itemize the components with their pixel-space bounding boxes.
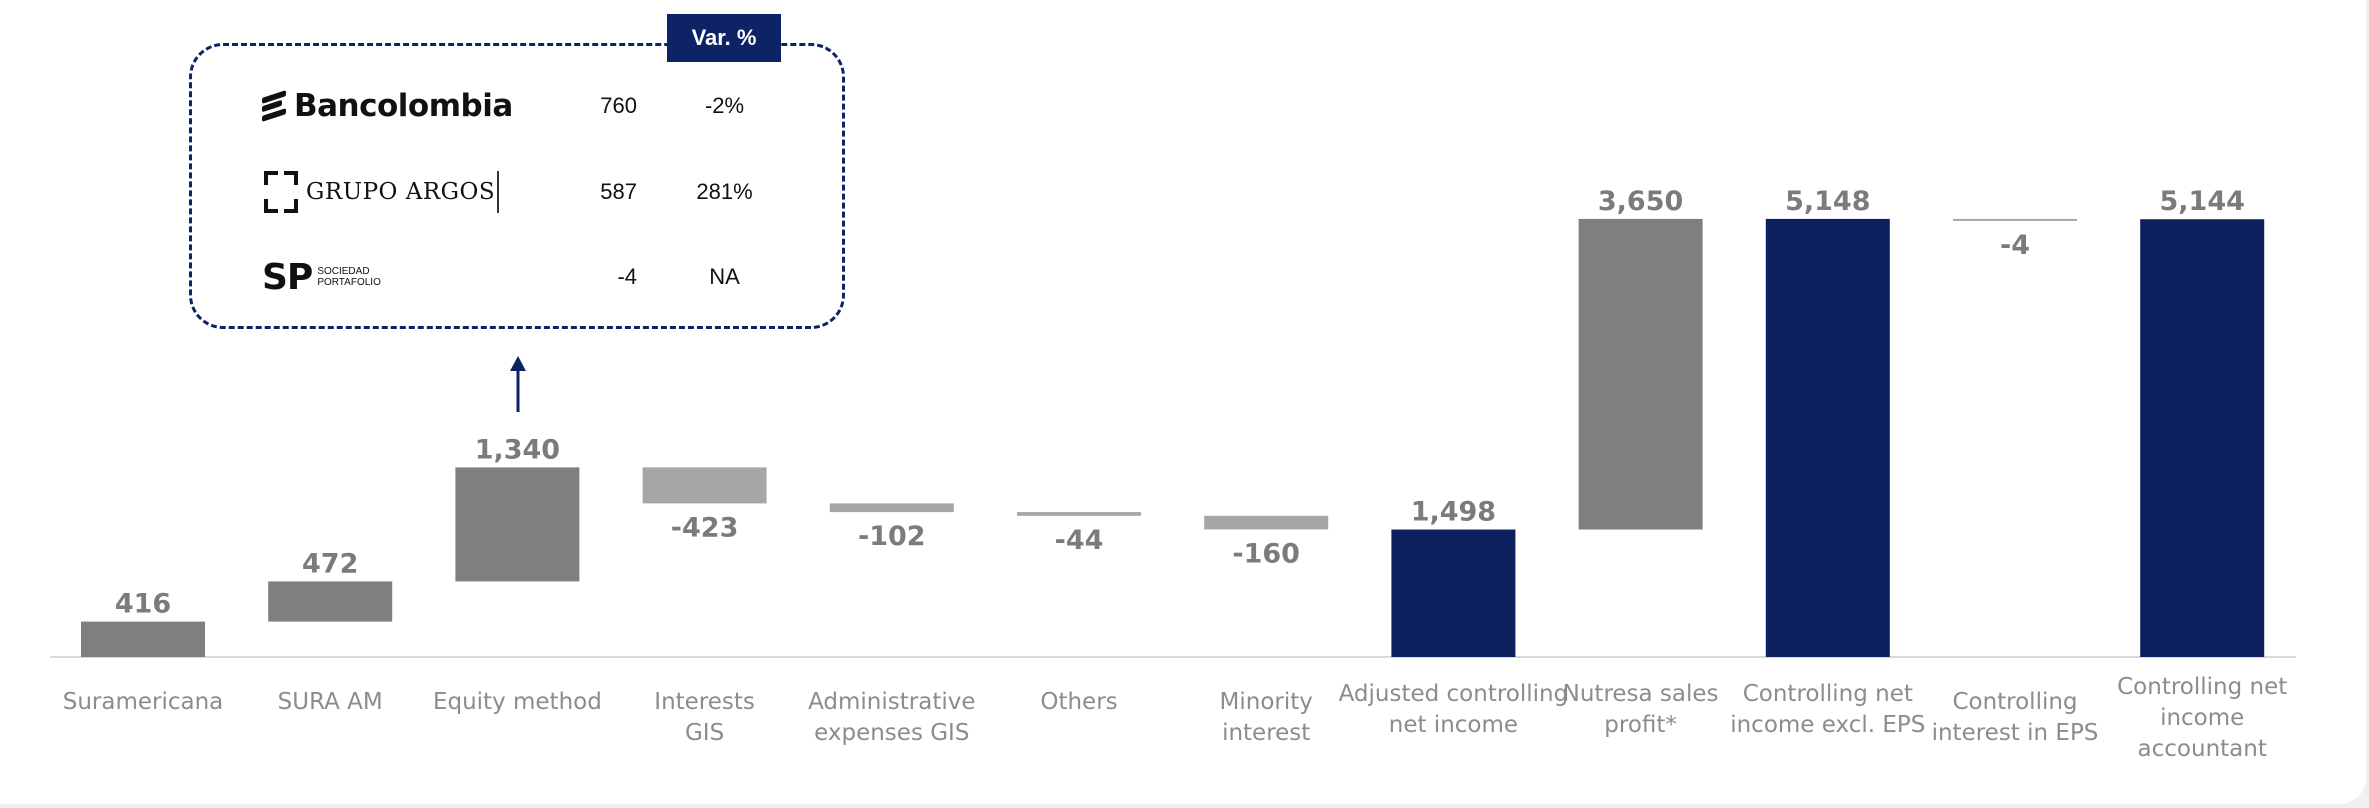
callout-arrow: [510, 356, 526, 412]
bar-1: [81, 621, 205, 657]
var-percent-header: Var. %: [667, 14, 781, 62]
callout-row-bancolombia: Bancolombia 760 -2%: [262, 81, 782, 131]
bancolombia-mark-icon: [262, 90, 288, 122]
grupo-argos-mark-icon: [264, 171, 298, 213]
category-label-12: Controlling net income accountant: [2117, 674, 2287, 762]
grupo-argos-var: 281%: [696, 179, 753, 204]
value-label-7: -160: [1232, 538, 1300, 569]
bancolombia-logo: Bancolombia: [262, 81, 513, 131]
value-label-10: 5,148: [1785, 186, 1870, 217]
category-label-2: SURA AM: [278, 689, 383, 715]
category-labels-group: Suramericana SURA AM Equity method Interest…: [63, 674, 2288, 762]
sp-subtitle: SOCIEDAD PORTAFOLIO: [317, 266, 381, 288]
sociedad-portafolio-var: NA: [709, 264, 740, 289]
value-label-9: 3,650: [1598, 186, 1683, 217]
bar-3: [455, 467, 580, 582]
grupo-argos-logo: GRUPO ARGOS: [262, 167, 500, 217]
bars-group: [81, 218, 2265, 657]
category-label-7: Minority interest: [1220, 689, 1313, 746]
value-label-8: 1,498: [1411, 497, 1496, 528]
bar-10: [1765, 218, 1890, 657]
category-label-8: Adjusted controlling net income: [1339, 681, 1569, 738]
value-label-11: -4: [2000, 230, 2030, 261]
equity-method-breakdown-callout: [189, 43, 845, 329]
value-label-3: 1,340: [475, 434, 560, 465]
grupo-argos-name: GRUPO ARGOS: [306, 179, 496, 205]
callout-row-grupo-argos: GRUPO ARGOS 587 281%: [262, 167, 782, 217]
value-label-5: -102: [858, 521, 926, 552]
bar-2: [268, 581, 393, 622]
category-label-4: Interests GIS: [654, 689, 755, 746]
bar-8: [1391, 529, 1516, 657]
sociedad-portafolio-value: -4: [617, 264, 637, 289]
category-label-10: Controlling net income excl. EPS: [1730, 681, 1925, 738]
category-label-6: Others: [1040, 689, 1117, 715]
value-label-2: 472: [302, 548, 358, 579]
value-label-4: -423: [671, 512, 739, 543]
category-label-1: Suramericana: [63, 689, 224, 715]
bar-4: [642, 467, 767, 504]
bar-7: [1204, 515, 1329, 530]
value-labels-group: 416 472 1,340 -423 -102 -44 -160 1,498 3,650 5,14…: [115, 186, 2245, 620]
grupo-argos-divider: [497, 171, 500, 213]
bancolombia-var: -2%: [704, 93, 745, 118]
value-label-1: 416: [115, 589, 171, 620]
category-label-11: Controlling interest in EPS: [1932, 689, 2099, 746]
grupo-argos-value: 587: [600, 179, 637, 204]
sociedad-portafolio-logo: SP SOCIEDAD PORTAFOLIO: [262, 252, 381, 302]
category-label-5: Administrative expenses GIS: [808, 689, 975, 746]
bar-12: [2140, 219, 2265, 657]
category-label-9: Nutresa sales profit*: [1563, 681, 1719, 738]
bar-9: [1578, 218, 1703, 530]
bar-5: [829, 503, 954, 513]
sp-mark: SP: [262, 256, 313, 298]
category-label-3: Equity method: [433, 689, 602, 715]
bancolombia-value: 760: [600, 93, 637, 118]
bar-6: [1017, 512, 1141, 516]
value-label-12: 5,144: [2159, 186, 2244, 217]
value-label-6: -44: [1055, 525, 1104, 556]
callout-row-sociedad-portafolio: SP SOCIEDAD PORTAFOLIO -4 NA: [262, 252, 782, 302]
bancolombia-name: Bancolombia: [294, 88, 513, 124]
bar-11: [1953, 218, 2077, 221]
